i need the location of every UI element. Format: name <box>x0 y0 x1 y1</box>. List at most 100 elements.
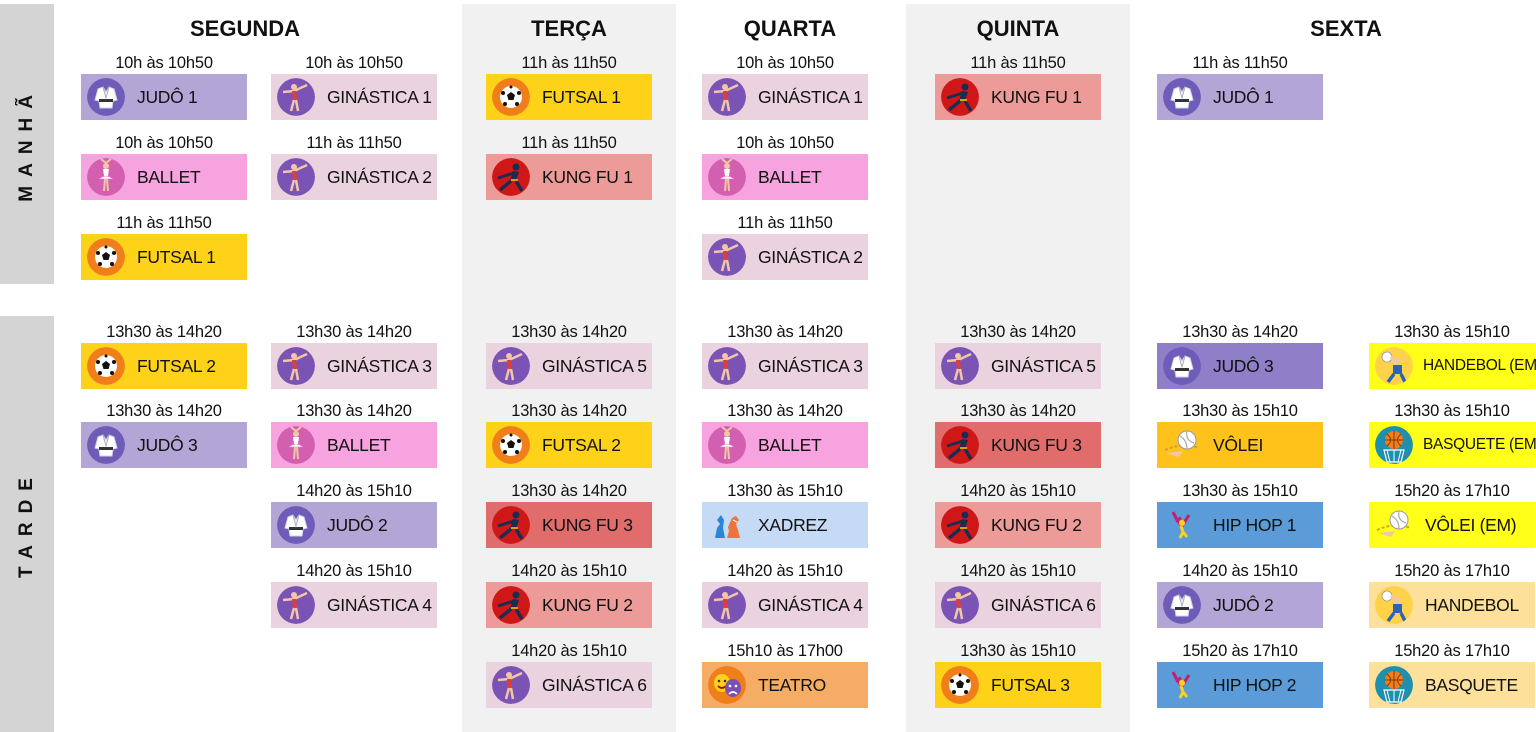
activity-label: KUNG FU 2 <box>542 594 633 615</box>
ballerina-icon <box>87 158 125 196</box>
activity-card[interactable]: JUDÔ 3 <box>1157 343 1323 389</box>
activity-card[interactable]: FUTSAL 1 <box>81 234 247 280</box>
schedule-slot-sexta-handebol: 15h20 às 17h10 HANDEBOL <box>1369 560 1535 628</box>
judo-gi-icon <box>87 78 125 116</box>
activity-card[interactable]: GINÁSTICA 2 <box>271 154 437 200</box>
activity-card[interactable]: HANDEBOL <box>1369 582 1535 628</box>
activity-card[interactable]: GINÁSTICA 5 <box>935 343 1101 389</box>
activity-card[interactable]: FUTSAL 2 <box>486 422 652 468</box>
slot-time: 14h20 às 15h10 <box>296 562 412 580</box>
activity-card[interactable]: BALLET <box>271 422 437 468</box>
day-header-quinta: QUINTA <box>976 16 1060 41</box>
activity-card[interactable]: KUNG FU 2 <box>935 502 1101 548</box>
slot-time: 13h30 às 14h20 <box>296 402 412 420</box>
handball-icon <box>1375 586 1413 624</box>
slot-time: 13h30 às 14h20 <box>296 323 412 341</box>
activity-card[interactable]: BASQUETE <box>1369 662 1535 708</box>
chess-icon <box>708 506 746 544</box>
slot-time: 15h20 às 17h10 <box>1394 482 1510 500</box>
activity-card[interactable]: BALLET <box>702 154 868 200</box>
activity-card[interactable]: BASQUETE (EM) <box>1369 422 1536 468</box>
activity-label: GINÁSTICA 4 <box>758 594 863 615</box>
gymnast-icon <box>277 347 315 385</box>
kung-fu-icon <box>492 158 530 196</box>
activity-label: GINÁSTICA 6 <box>991 594 1096 615</box>
activity-label: FUTSAL 2 <box>542 434 621 455</box>
soccer-ball-icon <box>492 78 530 116</box>
activity-card[interactable]: KUNG FU 2 <box>486 582 652 628</box>
activity-card[interactable]: BALLET <box>81 154 247 200</box>
activity-label: BALLET <box>137 166 201 187</box>
slot-time: 13h30 às 15h10 <box>727 482 843 500</box>
afternoon-label-text: TARDE <box>16 469 37 579</box>
activity-card[interactable]: GINÁSTICA 6 <box>486 662 652 708</box>
activity-label: KUNG FU 2 <box>991 514 1082 535</box>
activity-label: GINÁSTICA 5 <box>991 355 1096 376</box>
activity-card[interactable]: GINÁSTICA 5 <box>486 343 652 389</box>
schedule-slot-sexta-handebol-em: 13h30 às 15h10 HANDEBOL (EM) <box>1369 321 1536 389</box>
activity-card[interactable]: VÔLEI <box>1157 422 1323 468</box>
slot-time: 11h às 11h50 <box>306 134 402 152</box>
gymnast-icon <box>277 586 315 624</box>
activity-card[interactable]: GINÁSTICA 6 <box>935 582 1101 628</box>
activity-label: JUDÔ 2 <box>1213 594 1274 615</box>
schedule-slot-terca-futsal-2: 13h30 às 14h20 FUTSAL 2 <box>486 400 652 468</box>
activity-card[interactable]: GINÁSTICA 4 <box>702 582 868 628</box>
activity-label: TEATRO <box>758 674 826 695</box>
activity-label: GINÁSTICA 1 <box>758 86 863 107</box>
activity-card[interactable]: BALLET <box>702 422 868 468</box>
activity-card[interactable]: HIP HOP 1 <box>1157 502 1323 548</box>
activity-card[interactable]: GINÁSTICA 2 <box>702 234 868 280</box>
activity-card[interactable]: GINÁSTICA 3 <box>271 343 437 389</box>
activity-card[interactable]: FUTSAL 2 <box>81 343 247 389</box>
slot-time: 15h20 às 17h10 <box>1394 642 1510 660</box>
morning-label-text: MANHÃ <box>16 86 37 202</box>
slot-time: 13h30 às 14h20 <box>960 323 1076 341</box>
activity-card[interactable]: FUTSAL 3 <box>935 662 1101 708</box>
schedule-slot-segunda-futsal-2: 13h30 às 14h20 FUTSAL 2 <box>81 321 247 389</box>
judo-gi-icon <box>1163 78 1201 116</box>
judo-gi-icon <box>1163 347 1201 385</box>
schedule-slot-quarta-ginastica-1: 10h às 10h50 GINÁSTICA 1 <box>702 52 868 120</box>
activity-card[interactable]: JUDÔ 2 <box>271 502 437 548</box>
slot-time: 15h20 às 17h10 <box>1182 642 1298 660</box>
activity-label: GINÁSTICA 2 <box>758 246 863 267</box>
activity-label: BALLET <box>758 434 822 455</box>
activity-card[interactable]: GINÁSTICA 3 <box>702 343 868 389</box>
schedule-slot-sexta-volei: 13h30 às 15h10 VÔLEI <box>1157 400 1323 468</box>
activity-card[interactable]: KUNG FU 3 <box>486 502 652 548</box>
slot-time: 14h20 às 15h10 <box>960 562 1076 580</box>
slot-time: 13h30 às 15h10 <box>1394 402 1510 420</box>
activity-card[interactable]: KUNG FU 1 <box>935 74 1101 120</box>
slot-time: 13h30 às 14h20 <box>106 402 222 420</box>
activity-label: GINÁSTICA 3 <box>327 355 432 376</box>
activity-card[interactable]: KUNG FU 3 <box>935 422 1101 468</box>
activity-card[interactable]: JUDÔ 1 <box>1157 74 1323 120</box>
activity-card[interactable]: TEATRO <box>702 662 868 708</box>
activity-label: JUDÔ 1 <box>137 86 198 107</box>
activity-card[interactable]: GINÁSTICA 1 <box>702 74 868 120</box>
activity-card[interactable]: XADREZ <box>702 502 868 548</box>
gymnast-icon <box>708 586 746 624</box>
activity-card[interactable]: GINÁSTICA 1 <box>271 74 437 120</box>
activity-card[interactable]: VÔLEI (EM) <box>1369 502 1535 548</box>
schedule-slot-quarta-ginastica-4: 14h20 às 15h10 GINÁSTICA 4 <box>702 560 868 628</box>
activity-card[interactable]: JUDÔ 1 <box>81 74 247 120</box>
activity-card[interactable]: JUDÔ 3 <box>81 422 247 468</box>
activity-card[interactable]: KUNG FU 1 <box>486 154 652 200</box>
activity-card[interactable]: HIP HOP 2 <box>1157 662 1323 708</box>
schedule-slot-quinta-kung-fu-3: 13h30 às 14h20 KUNG FU 3 <box>935 400 1101 468</box>
hip-hop-dancer-icon <box>1163 506 1201 544</box>
activity-label: HANDEBOL <box>1425 594 1519 615</box>
schedule-slot-sexta-basquete: 15h20 às 17h10 BASQUETE <box>1369 640 1535 708</box>
activity-card[interactable]: GINÁSTICA 4 <box>271 582 437 628</box>
schedule-slot-terca-ginastica-6: 14h20 às 15h10 GINÁSTICA 6 <box>486 640 652 708</box>
activity-card[interactable]: JUDÔ 2 <box>1157 582 1323 628</box>
hip-hop-dancer-icon <box>1163 666 1201 704</box>
activity-card[interactable]: HANDEBOL (EM) <box>1369 343 1536 389</box>
activity-card[interactable]: FUTSAL 1 <box>486 74 652 120</box>
schedule-slot-terca-futsal-1: 11h às 11h50 FUTSAL 1 <box>486 52 652 120</box>
schedule-slot-segunda-judo-2: 14h20 às 15h10 JUDÔ 2 <box>271 480 437 548</box>
slot-time: 10h às 10h50 <box>115 134 213 152</box>
day-header-sexta: SEXTA <box>1310 16 1382 41</box>
